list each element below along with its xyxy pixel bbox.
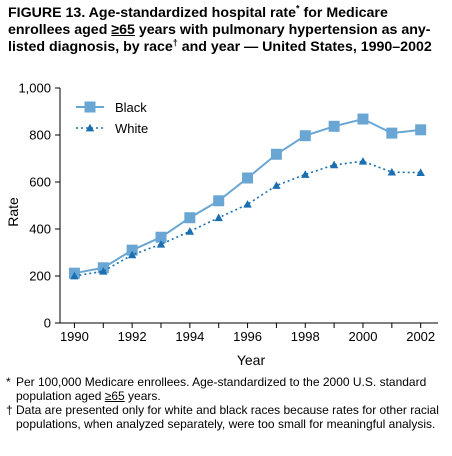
legend-label-black: Black (115, 100, 147, 115)
x-tick-label: 1998 (291, 329, 320, 344)
data-point-white (243, 200, 252, 208)
footnote-age-threshold: ≥65 (104, 388, 125, 403)
data-point-white (358, 157, 368, 165)
data-point-white (99, 267, 108, 275)
data-point-black (386, 127, 398, 139)
footnote-star-text-end: years. (124, 388, 161, 403)
chart-axes: 0 200 400 600 800 1,000 1990 1992 1994 1996 1998 20… (18, 81, 438, 344)
legend-label-white: White (115, 121, 148, 136)
footnote-dagger-text: Data are presented only for white and bl… (16, 403, 439, 431)
footnote-dagger-mark: † (6, 403, 13, 418)
data-point-white (127, 250, 137, 259)
data-point-black (242, 172, 254, 184)
series-white (70, 157, 425, 280)
data-point-white (329, 160, 339, 169)
footnote-dagger: † Data are presented only for white and b… (6, 403, 446, 431)
footnote-star-text: Per 100,000 Medicare enrollees. Age-stan… (16, 375, 427, 403)
data-point-white (387, 167, 397, 176)
y-tick-label: 0 (44, 316, 51, 331)
data-point-white (301, 170, 310, 178)
data-point-black (357, 113, 369, 125)
data-point-black (213, 195, 225, 207)
x-tick-label: 2002 (406, 329, 435, 344)
data-point-white (185, 227, 195, 235)
y-axis-label: Rate (5, 197, 21, 227)
legend-marker-black (84, 101, 96, 113)
x-tick-label: 1994 (175, 329, 204, 344)
x-tick-label: 2000 (349, 329, 378, 344)
title-star-mark: * (296, 3, 300, 14)
y-tick-label: 200 (29, 269, 51, 284)
y-tick-label: 800 (29, 128, 51, 143)
footnotes: * Per 100,000 Medicare enrollees. Age-sta… (6, 375, 446, 432)
series-black (68, 113, 427, 279)
title-text-1: FIGURE 13. Age-standardized hospital rat… (8, 5, 297, 21)
data-point-black (270, 148, 282, 160)
figure-title: FIGURE 13. Age-standardized hospital rat… (8, 3, 444, 56)
legend-marker-white (85, 123, 95, 132)
x-tick-label: 1996 (233, 329, 262, 344)
line-chart: 0 200 400 600 800 1,000 1990 1992 1994 1996 1998 20… (5, 81, 438, 368)
chart-series (68, 113, 427, 280)
y-tick-label: 400 (29, 222, 51, 237)
data-point-white (156, 240, 166, 248)
data-point-black (299, 130, 311, 142)
x-axis-label: Year (237, 352, 266, 368)
data-point-white (272, 181, 281, 189)
data-point-black (415, 124, 427, 136)
data-point-black (328, 120, 340, 132)
data-point-white (214, 213, 223, 222)
y-tick-label: 1,000 (18, 81, 51, 96)
title-text-3: years with pulmonary hypertension as any… (8, 22, 431, 55)
x-tick-label: 1990 (60, 329, 89, 344)
series-line-black (74, 117, 421, 275)
chart-legend: Black White (76, 100, 148, 136)
data-point-black (155, 231, 167, 243)
y-tick-label: 600 (29, 175, 51, 190)
data-point-black (126, 244, 138, 256)
footnote-star-mark: * (6, 375, 11, 389)
x-tick-label: 1992 (118, 329, 147, 344)
title-text-2: for Medicare enrollees aged (8, 5, 388, 38)
data-point-white (416, 168, 425, 176)
footnote-star: * Per 100,000 Medicare enrollees. Age-sta… (6, 375, 446, 403)
title-text-4: and year — United States, 1990–2002 (177, 39, 432, 55)
title-dagger-mark: † (172, 37, 178, 48)
data-point-black (184, 212, 196, 224)
data-point-white (70, 271, 79, 280)
title-age-threshold: ≥65 (111, 22, 135, 38)
